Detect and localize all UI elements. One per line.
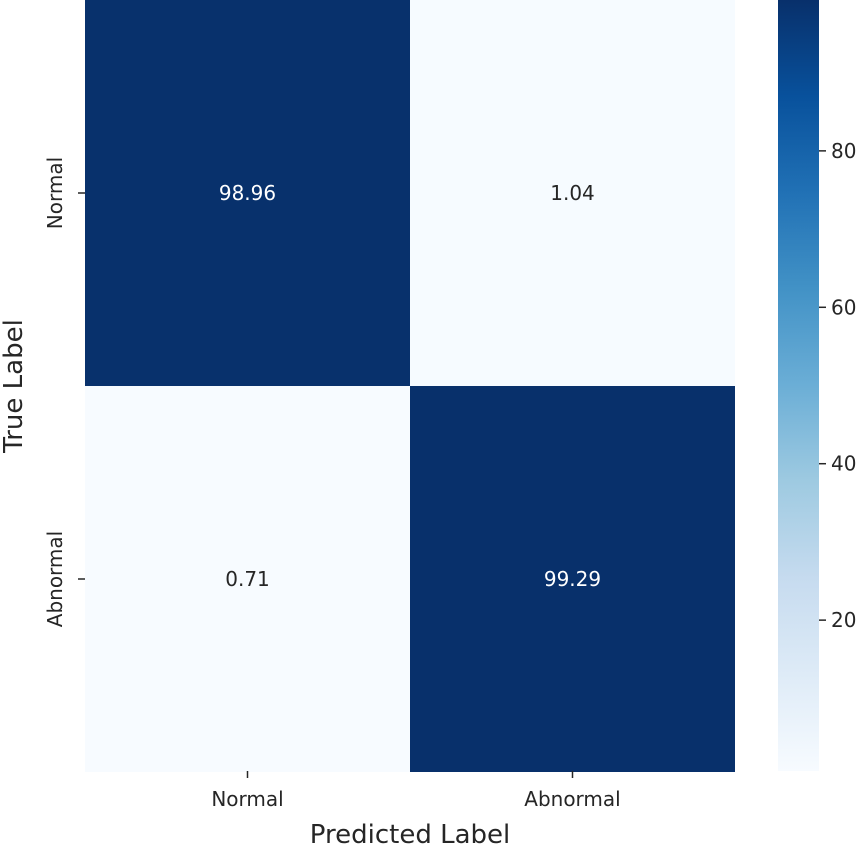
- heatmap-cell: [85, 0, 410, 386]
- cell-value-label: 1.04: [550, 181, 595, 205]
- heatmap-cells: [85, 0, 735, 772]
- y-tick-label: Abnormal: [43, 531, 67, 627]
- colorbar-ticks: 20 40 60 80: [819, 139, 856, 632]
- y-axis-title: True Label: [0, 319, 29, 454]
- heatmap-cell-labels: 98.96 1.04 0.71 99.29: [219, 181, 601, 591]
- colorbar: [778, 0, 819, 771]
- colorbar-tick-label: 40: [831, 452, 856, 476]
- y-axis-ticks: Normal Abnormal: [43, 157, 85, 627]
- heatmap-cell: [410, 0, 735, 386]
- x-axis-title: Predicted Label: [310, 820, 510, 846]
- y-tick-label: Normal: [43, 157, 67, 229]
- x-tick-label: Normal: [211, 787, 283, 811]
- colorbar-tick-label: 20: [831, 608, 856, 632]
- heatmap-cell: [85, 386, 410, 772]
- x-tick-label: Abnormal: [524, 787, 620, 811]
- heatmap-cell: [410, 386, 735, 772]
- cell-value-label: 0.71: [225, 567, 270, 591]
- x-axis-ticks: Normal Abnormal: [211, 771, 621, 811]
- cell-value-label: 99.29: [544, 567, 601, 591]
- cell-value-label: 98.96: [219, 181, 276, 205]
- colorbar-tick-label: 60: [831, 295, 856, 319]
- colorbar-tick-label: 80: [831, 139, 856, 163]
